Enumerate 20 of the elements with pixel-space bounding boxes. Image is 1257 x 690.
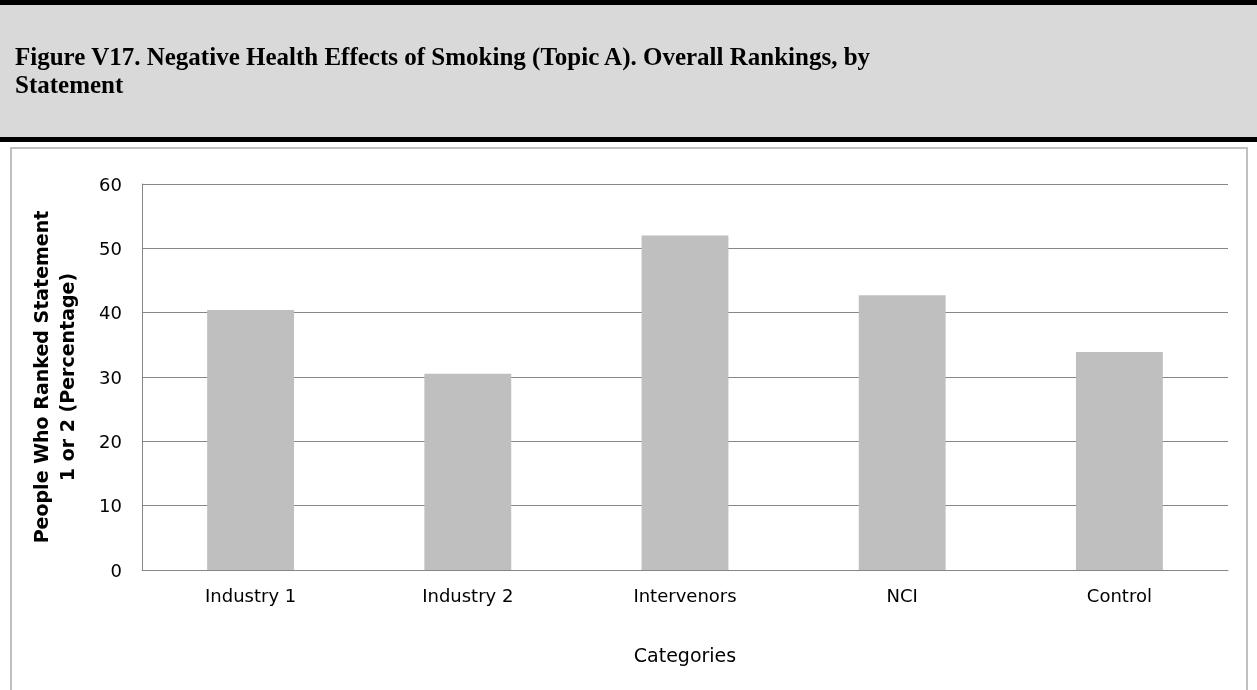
x-tick-label: Control xyxy=(1086,584,1152,606)
bar xyxy=(424,373,512,570)
y-tick-label: 30 xyxy=(99,366,122,388)
x-tick-label: Industry 2 xyxy=(422,584,514,606)
y-axis-title: People Who Ranked Statement 1 or 2 (Percentage) xyxy=(30,210,78,544)
y-tick-label: 20 xyxy=(99,430,122,452)
chart-title: Figure V17. Negative Health Effects of Smoking (Topic A). Overall Rankings, by Statement xyxy=(15,43,872,99)
bar xyxy=(207,310,295,570)
y-tick-label: 10 xyxy=(99,495,122,517)
bar xyxy=(1075,351,1163,570)
x-tick-label: Industry 1 xyxy=(204,584,297,606)
x-tick-label: Intervenors xyxy=(633,584,737,606)
y-tick-label: 60 xyxy=(99,173,122,195)
x-axis-title: Categories xyxy=(633,643,737,666)
bar xyxy=(641,235,729,570)
y-tick-label: 0 xyxy=(110,559,122,581)
y-tick-label: 50 xyxy=(99,237,122,259)
y-tick-label: 40 xyxy=(99,302,122,324)
bar xyxy=(858,295,946,570)
x-tick-label: NCI xyxy=(886,584,918,606)
